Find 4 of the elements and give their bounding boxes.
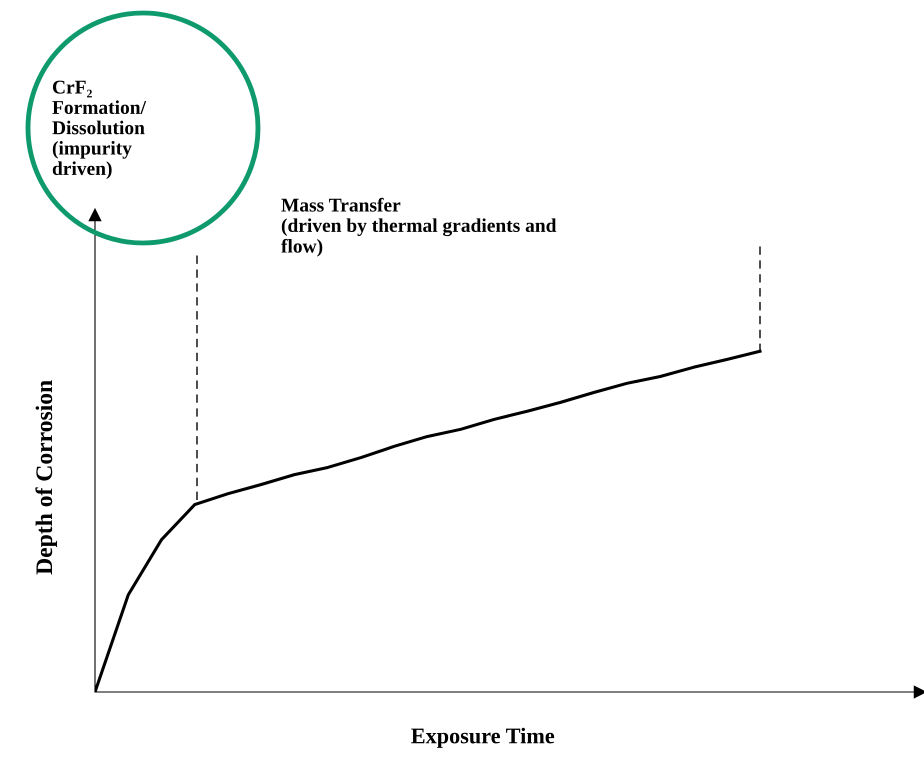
text: CrF₂ Formation/ Dissolution (impurity driven): [52, 80, 146, 180]
text: Mass Transfer (driven by thermal gradients and flow): [281, 198, 556, 257]
y-axis-title: Depth of Corrosion: [35, 380, 57, 574]
x-axis-title: Exposure Time: [411, 728, 554, 748]
